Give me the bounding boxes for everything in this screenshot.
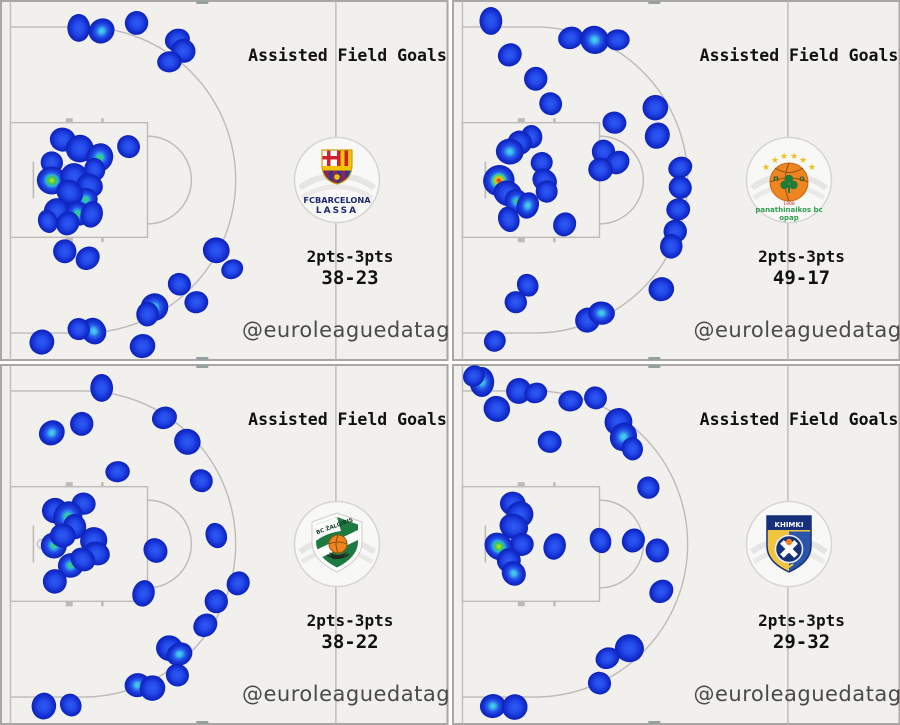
stats-label: 2pts-3pts (758, 247, 845, 266)
basketball (785, 538, 792, 546)
pana-year: 1908 (783, 201, 795, 207)
panel-zalgiris: Assisted Field Goals BC ŽALGIRIS (0, 364, 449, 725)
svg-text:★: ★ (779, 152, 787, 162)
panathinaikos-logo-svg: ★★ ★ ★ ★★ Π Ο 1908 panathinaikos bc opap (745, 136, 832, 224)
svg-text:★: ★ (770, 156, 778, 166)
panathinaikos-logo: ★ ★ ★ ★ ★ ★ Π Ο 1908 panathinaikos bc opap (745, 136, 833, 224)
score-value: 38-22 (321, 631, 379, 653)
stats-label: 2pts-3pts (306, 247, 394, 266)
watermark: @euroleaguedataguy (242, 318, 449, 342)
stars-row: ★★ ★ ★ ★★ (761, 152, 815, 173)
x-figure (779, 540, 798, 558)
court-heatmap-svg (0, 0, 449, 361)
panel-khimki: Assisted Field Goals KHIMKI (451, 364, 900, 725)
svg-text:★: ★ (761, 163, 769, 173)
khimki-logo: KHIMKI (745, 500, 833, 588)
score-value: 29-32 (772, 631, 831, 653)
svg-text:Ο: Ο (799, 175, 805, 183)
watermark: @euroleaguedataguy (242, 682, 449, 706)
score-value: 38-23 (321, 267, 379, 289)
svg-text:★: ★ (798, 156, 806, 166)
court-heatmap-svg (451, 364, 900, 725)
svg-text:Π: Π (773, 175, 778, 183)
watermark: @euroleaguedataguy (693, 318, 900, 342)
panel-title: Assisted Field Goals (248, 410, 447, 429)
panel-title: Assisted Field Goals (699, 46, 899, 65)
court-heatmap-svg (451, 0, 900, 361)
pana-logo-subtext: opap (779, 214, 799, 222)
barcelona-logo-svg: FCBARCELONA LASSA (293, 136, 381, 224)
barcelona-logo-subtext: LASSA (316, 206, 358, 216)
stats-label: 2pts-3pts (758, 611, 845, 630)
svg-text:★: ★ (807, 163, 815, 173)
svg-text:★: ★ (789, 152, 797, 162)
panel-title: Assisted Field Goals (248, 46, 447, 65)
basketball (328, 534, 348, 554)
watermark: @euroleaguedataguy (693, 682, 900, 706)
zalgiris-logo: BC ŽALGIRIS (293, 500, 381, 588)
barcelona-logo-text: FCBARCELONA (303, 195, 371, 205)
panel-panathinaikos: Assisted Field Goals ★ ★ ★ ★ ★ ★ Π (451, 0, 900, 361)
pana-logo-text: panathinaikos bc (755, 206, 822, 214)
zalgiris-logo-svg: BC ŽALGIRIS (293, 500, 381, 588)
score-value: 49-17 (772, 267, 831, 289)
barcelona-logo: FCBARCELONA LASSA (293, 136, 381, 224)
panel-title: Assisted Field Goals (699, 410, 899, 429)
shamrock (779, 174, 798, 193)
stats-label: 2pts-3pts (306, 611, 394, 630)
panel-barcelona: Assisted Field Goals (0, 0, 449, 361)
khimki-logo-svg: KHIMKI (745, 500, 832, 588)
khimki-logo-text: KHIMKI (774, 521, 803, 529)
court-heatmap-svg (0, 364, 449, 725)
